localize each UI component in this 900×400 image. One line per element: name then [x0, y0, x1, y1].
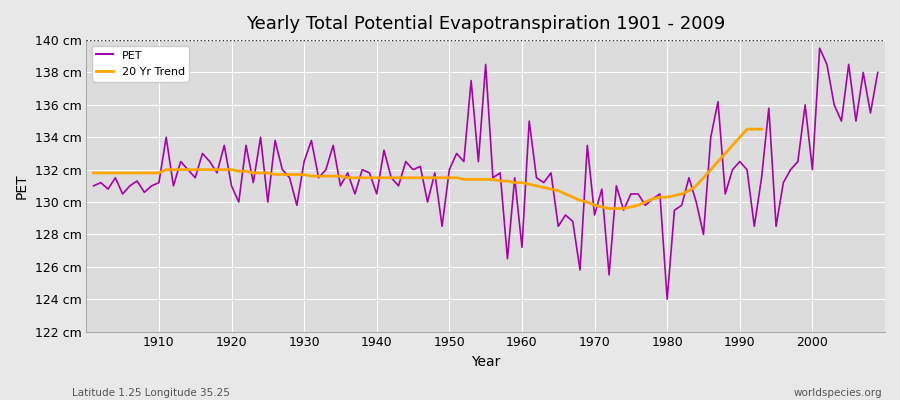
Text: Latitude 1.25 Longitude 35.25: Latitude 1.25 Longitude 35.25	[72, 388, 230, 398]
Legend: PET, 20 Yr Trend: PET, 20 Yr Trend	[92, 46, 189, 82]
Y-axis label: PET: PET	[15, 173, 29, 199]
Text: worldspecies.org: worldspecies.org	[794, 388, 882, 398]
Title: Yearly Total Potential Evapotranspiration 1901 - 2009: Yearly Total Potential Evapotranspiratio…	[246, 15, 725, 33]
X-axis label: Year: Year	[471, 355, 500, 369]
